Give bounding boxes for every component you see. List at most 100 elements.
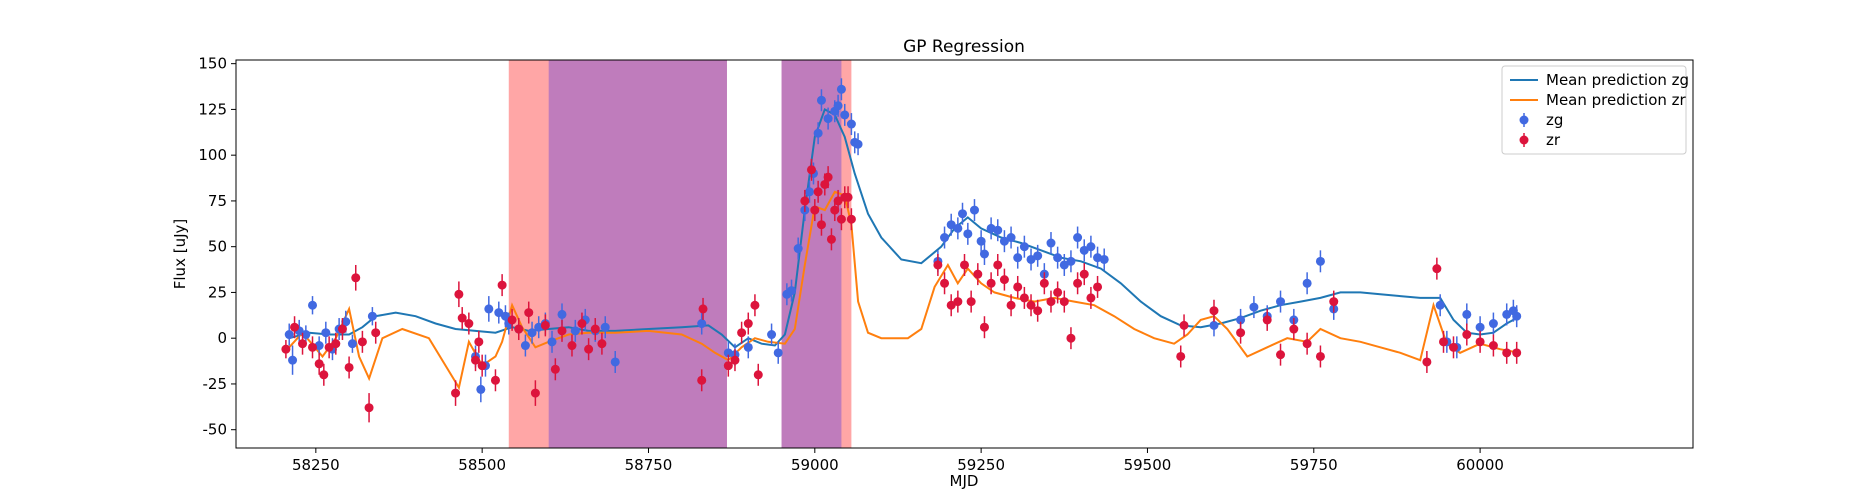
marker-zr [1026, 300, 1036, 310]
point-zr-55 [843, 186, 853, 209]
point-zr-73 [1039, 272, 1049, 295]
marker-zg [946, 220, 956, 230]
point-zg-76 [1079, 239, 1089, 262]
point-zr-80 [1086, 286, 1096, 309]
point-zg-3 [301, 325, 311, 344]
legend-marker-swatch [1519, 115, 1529, 125]
marker-zr [371, 328, 381, 338]
marker-zg [1236, 315, 1246, 325]
marker-zr [743, 319, 753, 329]
point-zr-83 [1179, 314, 1189, 337]
marker-zg [940, 233, 950, 243]
marker-zr [953, 297, 963, 307]
marker-zr [290, 322, 300, 332]
marker-zg [853, 139, 863, 149]
marker-zg [993, 225, 1003, 235]
marker-zr [344, 362, 354, 372]
marker-zr [1059, 297, 1069, 307]
point-zr-23 [507, 308, 517, 331]
point-zr-81 [1093, 275, 1103, 298]
point-zg-16 [494, 301, 504, 324]
marker-zr [1502, 348, 1512, 358]
marker-zg [1086, 242, 1096, 252]
point-zr-7 [331, 332, 341, 355]
point-zr-14 [451, 380, 461, 406]
point-zg-34 [743, 336, 753, 359]
point-zr-20 [477, 354, 487, 377]
marker-zr [826, 234, 836, 244]
point-zr-24 [514, 318, 524, 341]
legend: Mean prediction zg Mean prediction zr zg zr [1501, 65, 1689, 155]
marker-zr [1329, 297, 1339, 307]
marker-zr [1315, 351, 1325, 361]
point-zr-21 [490, 369, 500, 392]
point-zg-75 [1073, 226, 1083, 249]
marker-zr [584, 344, 594, 354]
point-zg-57 [958, 202, 968, 225]
marker-zr [337, 324, 347, 334]
point-zg-60 [976, 230, 986, 253]
x-tick-label: 60000 [1456, 456, 1504, 474]
point-zg-49 [840, 103, 850, 126]
marker-zr [281, 344, 291, 354]
marker-zr [1462, 330, 1472, 340]
point-zg-92 [1462, 303, 1472, 326]
marker-zg [570, 326, 580, 336]
point-zg-56 [953, 217, 963, 240]
point-zr-5 [319, 363, 329, 386]
x-tick-label: 59000 [791, 456, 839, 474]
marker-zr [1432, 264, 1442, 274]
marker-zr [846, 214, 856, 224]
point-zg-82 [1249, 296, 1259, 319]
marker-zr [946, 300, 956, 310]
shaded-region-blue-2 [548, 60, 727, 448]
marker-zg [520, 341, 530, 351]
point-zr-50 [826, 228, 836, 251]
marker-zr [813, 187, 823, 197]
marker-zg [484, 304, 494, 314]
marker-zr [1179, 320, 1189, 330]
point-zg-66 [1013, 246, 1023, 269]
point-zr-79 [1079, 263, 1089, 286]
point-zr-47 [816, 213, 826, 236]
marker-zr [730, 355, 740, 365]
point-zg-72 [1053, 246, 1063, 269]
marker-zg [1059, 260, 1069, 270]
legend-entry-0: Mean prediction zg [1510, 71, 1689, 89]
point-zr-45 [810, 199, 820, 222]
legend-marker-swatch [1519, 135, 1529, 145]
marker-zr [1302, 339, 1312, 349]
y-tick-label: 150 [198, 55, 227, 73]
point-zr-59 [946, 294, 956, 317]
marker-zg [610, 357, 620, 367]
point-zr-60 [953, 290, 963, 313]
marker-zr [816, 220, 826, 230]
point-zr-37 [723, 354, 733, 377]
point-zr-43 [800, 189, 810, 212]
marker-zr [1289, 324, 1299, 334]
marker-zr [1073, 278, 1083, 288]
marker-zg [958, 209, 968, 219]
marker-zr [577, 319, 587, 329]
point-zg-1 [288, 345, 298, 375]
legend-label: zg [1546, 111, 1563, 129]
legend-label: Mean prediction zr [1546, 91, 1687, 109]
marker-zg [1209, 320, 1219, 330]
point-zg-55 [946, 213, 956, 236]
point-zg-47 [833, 94, 843, 117]
point-zr-92 [1422, 351, 1432, 373]
marker-zr [966, 297, 976, 307]
point-zr-26 [530, 380, 540, 406]
point-zr-96 [1462, 323, 1472, 346]
marker-zr [474, 337, 484, 347]
point-zr-100 [1512, 341, 1522, 364]
marker-zg [1006, 233, 1016, 243]
point-zr-72 [1033, 299, 1043, 322]
point-zg-95 [1502, 303, 1512, 326]
marker-zr [324, 342, 334, 352]
point-zr-15 [454, 281, 464, 308]
point-zr-1 [290, 316, 300, 339]
point-zr-19 [474, 330, 484, 353]
point-zr-66 [993, 254, 1003, 276]
marker-zr [1276, 350, 1286, 360]
